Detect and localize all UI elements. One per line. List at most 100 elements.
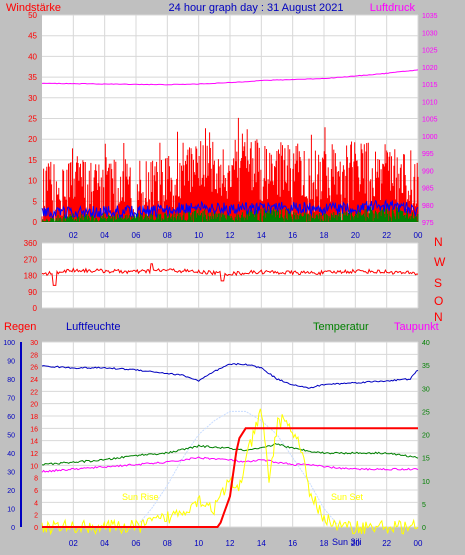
humidity-tick-label: 50	[7, 433, 15, 440]
humidity-tick-label: 20	[7, 488, 15, 495]
compass-label: S	[434, 276, 442, 290]
direction-lines	[41, 263, 419, 286]
humidity-tick-label: 40	[7, 451, 15, 458]
humidity-tick-label: 30	[7, 470, 15, 477]
pressure-tick-label: 1035	[422, 13, 438, 20]
climate-x-tick-label: 02	[69, 539, 78, 548]
rain-axis-title: Regen	[4, 321, 36, 333]
climate-x-tick-label: 20	[351, 539, 360, 548]
wind-tick-label: 20	[28, 135, 37, 144]
graph-title: 24 hour graph day : 31 August 2021	[169, 2, 344, 14]
wind-tick-labels: 0510152025303540455097598098599099510001…	[28, 11, 438, 240]
direction-tick-label: 90	[28, 288, 37, 297]
direction-grid	[42, 242, 419, 309]
pressure-tick-label: 1025	[422, 48, 438, 55]
rain-tick-label: 18	[30, 414, 38, 421]
temperature-tick-label: 25	[422, 409, 430, 416]
wind-x-tick-label: 12	[226, 231, 235, 240]
wind-x-tick-label: 10	[194, 231, 203, 240]
pressure-tick-label: 985	[422, 186, 434, 193]
wind-tick-label: 10	[28, 177, 37, 186]
humidity-tick-label: 90	[7, 359, 15, 366]
wind-tick-label: 50	[28, 11, 37, 20]
wind-tick-label: 40	[28, 52, 37, 61]
pressure-tick-label: 1030	[422, 30, 438, 37]
climate-x-tick-label: 00	[414, 539, 423, 548]
temperature-tick-label: 10	[422, 479, 430, 486]
climate-x-tick-label: 08	[163, 539, 172, 548]
temperature-tick-label: 35	[422, 363, 430, 370]
humidity-line	[41, 362, 419, 389]
temperature-tick-label: 30	[422, 386, 430, 393]
rain-tick-label: 4	[34, 500, 38, 507]
pressure-tick-label: 1020	[422, 65, 438, 72]
wind-x-tick-label: 22	[382, 231, 391, 240]
sunrise-label: Sun Rise	[122, 492, 159, 502]
wind-x-tick-label: 00	[414, 231, 423, 240]
wind-x-tick-label: 14	[257, 231, 266, 240]
rain-tick-label: 6	[34, 488, 38, 495]
rain-tick-label: 22	[30, 389, 38, 396]
compass-label: N	[434, 310, 443, 324]
humidity-tick-label: 70	[7, 396, 15, 403]
pressure-tick-label: 1005	[422, 117, 438, 124]
climate-x-tick-label: 16	[288, 539, 297, 548]
climate-x-tick-label: 06	[132, 539, 141, 548]
wind-direction-line	[41, 263, 419, 286]
climate-x-tick-label: 04	[100, 539, 109, 548]
wind-tick-label: 30	[28, 94, 37, 103]
wind-x-tick-label: 18	[320, 231, 329, 240]
direction-tick-label: 0	[33, 304, 38, 313]
pressure-line	[41, 69, 419, 86]
rain-line	[42, 427, 418, 528]
climate-lines	[41, 362, 419, 536]
wind-pressure-panel: 0510152025303540455097598098599099510001…	[28, 11, 438, 240]
rain-tick-label: 0	[34, 525, 38, 532]
wind-bars	[41, 117, 419, 222]
wind-axis-title: Windstärke	[6, 2, 61, 14]
climate-x-tick-label: 12	[226, 539, 235, 548]
pressure-tick-label: 975	[422, 220, 434, 227]
climate-grid	[42, 341, 419, 528]
humidity-axis-title: Luftfeuchte	[66, 321, 120, 333]
temperature-axis-title: Temperatur	[313, 321, 369, 333]
wind-tick-label: 25	[28, 115, 37, 124]
rain-tick-label: 2	[34, 513, 38, 520]
solar-max-curve	[135, 410, 341, 528]
rain-tick-label: 30	[30, 340, 38, 347]
pressure-axis-title: Luftdruck	[370, 2, 416, 14]
direction-tick-label: 270	[24, 255, 38, 264]
wind-tick-label: 35	[28, 73, 37, 82]
temperature-tick-label: 20	[422, 433, 430, 440]
wind-tick-label: 5	[33, 197, 38, 206]
rain-tick-label: 24	[30, 377, 38, 384]
wind-tick-label: 45	[28, 32, 37, 41]
wind-x-tick-label: 06	[132, 231, 141, 240]
pressure-tick-label: 1000	[422, 134, 438, 141]
compass-label: N	[434, 235, 443, 249]
wind-lines	[41, 69, 419, 220]
sun-mid-label: Sun 3ili	[332, 537, 362, 547]
sunset-label: Sun Set	[331, 492, 364, 502]
humidity-tick-label: 80	[7, 377, 15, 384]
direction-tick-label: 360	[24, 239, 38, 248]
rain-tick-label: 10	[30, 463, 38, 470]
rain-tick-label: 12	[30, 451, 38, 458]
rain-tick-label: 14	[30, 439, 38, 446]
humidity-tick-label: 100	[3, 340, 15, 347]
temperature-tick-label: 40	[422, 340, 430, 347]
climate-x-tick-label: 10	[194, 539, 203, 548]
temperature-tick-label: 15	[422, 456, 430, 463]
wind-gust-bars	[41, 117, 419, 222]
solar-line	[41, 408, 419, 536]
wind-average-line	[41, 199, 419, 220]
wind-x-tick-label: 02	[69, 231, 78, 240]
wind-min-bars	[41, 204, 419, 222]
pressure-tick-label: 995	[422, 151, 434, 158]
rain-tick-label: 16	[30, 426, 38, 433]
climate-tick-labels: 0102030405060708090100024681012141618202…	[3, 340, 430, 548]
climate-x-tick-label: 18	[320, 539, 329, 548]
